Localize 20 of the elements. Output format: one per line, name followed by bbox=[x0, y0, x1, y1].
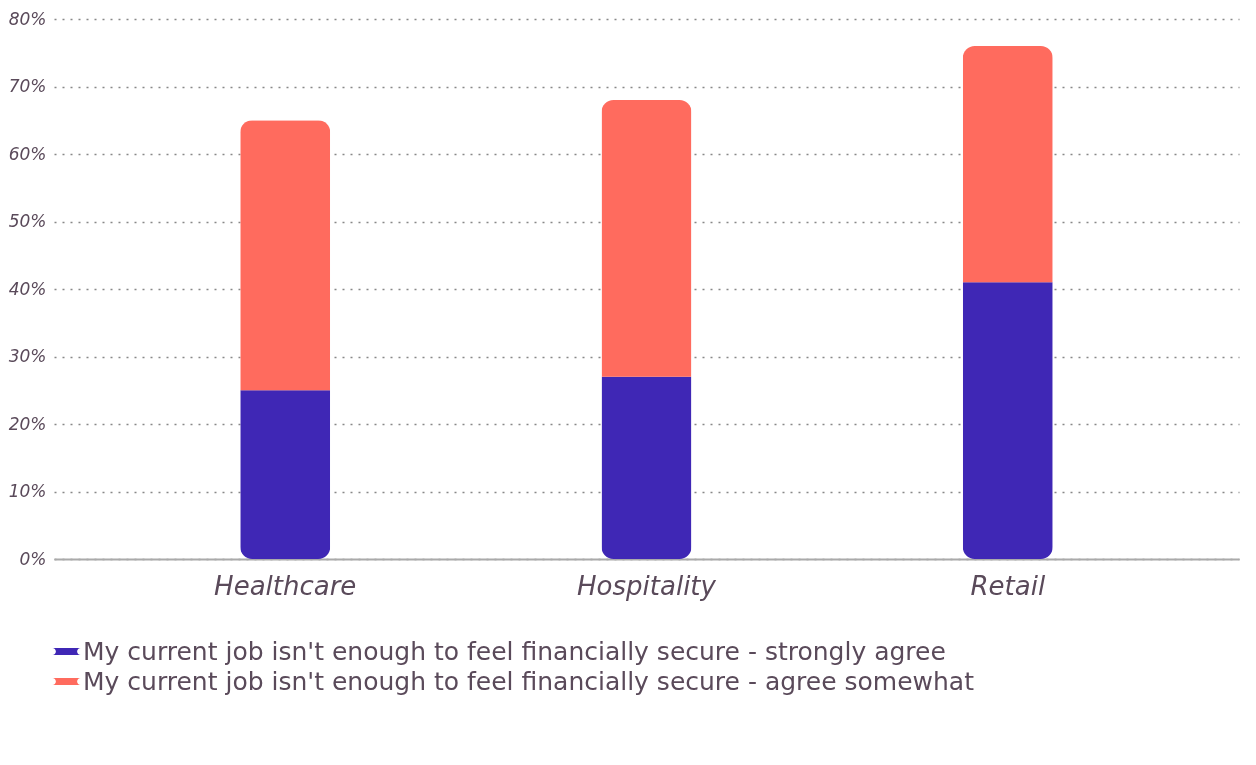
bar bbox=[240, 120, 331, 391]
x-tick-label: Healthcare bbox=[214, 570, 357, 601]
legend-label: My current job isn't enough to feel financially secure - agree somewhat bbox=[83, 666, 975, 696]
bar bbox=[962, 282, 1053, 559]
y-tick-label: 70% bbox=[8, 76, 47, 96]
x-tick-label: Hospitality bbox=[577, 570, 717, 601]
y-tick-label: 80% bbox=[8, 8, 47, 29]
x-tick-label: Retail bbox=[970, 570, 1046, 601]
legend-label: My current job isn't enough to feel financially secure - strongly agree bbox=[83, 636, 946, 666]
bar bbox=[601, 376, 692, 559]
bar bbox=[601, 100, 692, 377]
y-tick-label: 30% bbox=[8, 346, 47, 366]
y-tick-label: 10% bbox=[8, 481, 47, 501]
y-tick-label: 60% bbox=[8, 143, 47, 164]
y-tick-label: 20% bbox=[8, 413, 47, 434]
bar bbox=[240, 390, 331, 559]
y-tick-label: 40% bbox=[8, 278, 47, 299]
y-tick-label: 0% bbox=[19, 548, 47, 569]
y-tick-label: 50% bbox=[8, 211, 47, 231]
bar bbox=[962, 46, 1053, 283]
